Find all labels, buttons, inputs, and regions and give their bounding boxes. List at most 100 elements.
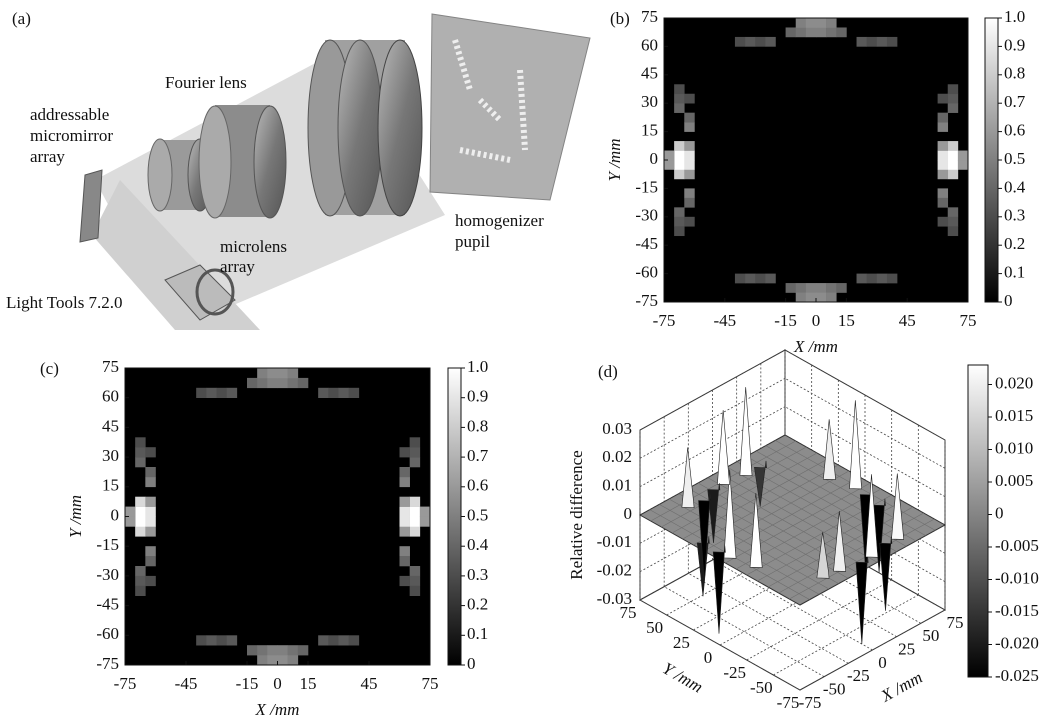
- heat-cell: [135, 457, 145, 467]
- x-tick-label: 45: [899, 311, 916, 330]
- x-tick-label: -45: [175, 674, 198, 693]
- heat-cell: [328, 388, 338, 398]
- heat-cell: [674, 94, 684, 104]
- heat-cell: [420, 517, 430, 527]
- heat-cell: [257, 655, 267, 665]
- x-tick-label: -25: [847, 666, 870, 685]
- z-tick-label: -0.02: [597, 561, 632, 580]
- heat-cell: [857, 274, 867, 284]
- x-tick-label: 15: [838, 311, 855, 330]
- heat-cell: [857, 37, 867, 47]
- heat-cell: [135, 437, 145, 447]
- heat-cell: [674, 84, 684, 94]
- y-tick-label: 60: [102, 387, 119, 406]
- colorbar-tick-label: 0.4: [1004, 177, 1026, 196]
- colorbar-tick-label: 0.005: [995, 471, 1033, 490]
- y-tick-label: -30: [96, 565, 119, 584]
- x-tick-label: -75: [114, 674, 137, 693]
- heat-cell: [267, 378, 277, 388]
- heat-cell: [247, 645, 257, 655]
- heat-cell: [684, 217, 694, 227]
- annotation: Light Tools 7.2.0: [6, 293, 123, 312]
- y-tick-label: -45: [96, 595, 119, 614]
- heat-cell: [135, 526, 145, 536]
- heat-cell: [400, 467, 410, 477]
- heat-cell: [958, 160, 968, 170]
- heat-cell: [217, 635, 227, 645]
- panel-label: (a): [12, 9, 31, 28]
- heat-cell: [410, 517, 420, 527]
- x-tick-label: -75: [653, 311, 676, 330]
- x-tick-label: 0: [812, 311, 821, 330]
- heat-cell: [674, 151, 684, 161]
- colorbar: [985, 18, 998, 302]
- y-tick-label: 75: [641, 7, 658, 26]
- y-tick-label: -75: [635, 291, 658, 310]
- x-axis-label: X /mm: [877, 668, 926, 706]
- z-axis-label: Relative difference: [567, 450, 586, 579]
- heat-cell: [420, 507, 430, 517]
- annotation: pupil: [455, 232, 490, 251]
- heat-cell: [826, 18, 836, 28]
- colorbar: [448, 368, 461, 665]
- heat-cell: [227, 388, 237, 398]
- heat-cell: [267, 368, 277, 378]
- colorbar-tick-label: 0.1: [1004, 263, 1025, 282]
- heat-cell: [135, 497, 145, 507]
- heat-cell: [257, 645, 267, 655]
- z-tick-label: -0.01: [597, 532, 632, 551]
- heat-cell: [745, 274, 755, 284]
- heat-cell: [349, 635, 359, 645]
- x-tick-label: 0: [878, 653, 887, 672]
- heat-cell: [135, 576, 145, 586]
- heat-cell: [938, 160, 948, 170]
- heat-cell: [755, 274, 765, 284]
- heat-cell: [298, 645, 308, 655]
- panel-label: (d): [598, 362, 618, 381]
- heat-cell: [877, 37, 887, 47]
- heat-cell: [948, 207, 958, 217]
- x-tick-label: 75: [960, 311, 977, 330]
- heat-cell: [318, 635, 328, 645]
- colorbar-tick-label: 0.8: [1004, 64, 1025, 83]
- heat-cell: [826, 293, 836, 303]
- y-tick-label: 75: [102, 357, 119, 376]
- colorbar-tick-label: 0: [995, 503, 1004, 522]
- heat-cell: [135, 517, 145, 527]
- page: {"panel_a": {"label": "(a)", "fourier_le…: [0, 0, 1049, 721]
- heat-cell: [735, 274, 745, 284]
- heat-cell: [410, 586, 420, 596]
- heat-cell: [796, 27, 806, 37]
- heat-cell: [806, 293, 816, 303]
- heat-cell: [948, 226, 958, 236]
- heat-cell: [806, 27, 816, 37]
- y-tick-label: -25: [723, 663, 746, 682]
- colorbar-tick-label: 0.2: [1004, 234, 1025, 253]
- heat-cell: [816, 293, 826, 303]
- y-tick-label: 0: [111, 505, 120, 524]
- heat-cell: [400, 526, 410, 536]
- heat-cell: [684, 160, 694, 170]
- heat-cell: [867, 274, 877, 284]
- heat-cell: [125, 507, 135, 517]
- colorbar-tick-label: -0.005: [995, 536, 1039, 555]
- heat-cell: [684, 141, 694, 151]
- y-tick-label: -30: [635, 206, 658, 225]
- heat-cell: [796, 283, 806, 293]
- x-tick-label: 25: [898, 640, 915, 659]
- heat-cell: [684, 122, 694, 132]
- heat-cell: [410, 497, 420, 507]
- heat-cell: [410, 566, 420, 576]
- heat-cell: [400, 497, 410, 507]
- heat-cell: [938, 141, 948, 151]
- heat-cell: [664, 160, 674, 170]
- heat-cell: [674, 160, 684, 170]
- heat-cell: [339, 388, 349, 398]
- heat-cell: [247, 378, 257, 388]
- colorbar-tick-label: -0.025: [995, 666, 1039, 685]
- heat-cell: [948, 94, 958, 104]
- x-tick-label: 15: [300, 674, 317, 693]
- heat-cell: [948, 217, 958, 227]
- y-tick-label: 30: [641, 92, 658, 111]
- x-tick-label: -15: [774, 311, 797, 330]
